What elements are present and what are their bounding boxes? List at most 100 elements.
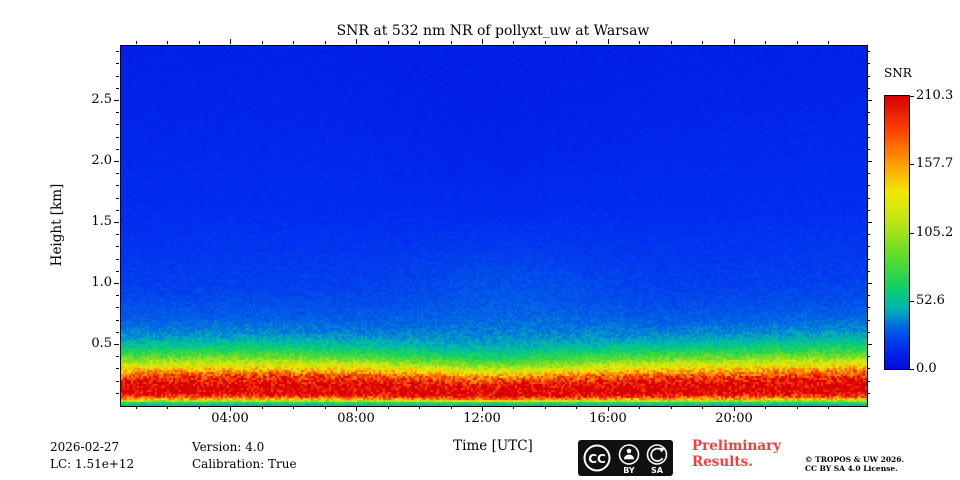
x-minor-tick-mark-top: [136, 41, 137, 44]
y-tick-label: 1.5: [91, 214, 112, 229]
y-minor-tick-mark: [116, 271, 119, 272]
footer-date: 2026-02-27: [50, 440, 120, 454]
y-minor-tick-mark-right: [867, 307, 870, 308]
y-tick-label: 2.5: [91, 92, 112, 107]
y-tick-mark: [114, 222, 119, 223]
x-minor-tick-mark-top: [293, 41, 294, 44]
y-axis-label: Height [km]: [49, 183, 65, 267]
sa-share-alike-icon: [646, 444, 668, 465]
y-minor-tick-mark: [116, 356, 119, 357]
x-minor-tick-mark-top: [451, 41, 452, 44]
x-minor-tick-mark-top: [167, 41, 168, 44]
colorbar-gradient: [884, 95, 910, 370]
copyright-note: © TROPOS & UW 2026. CC BY SA 4.0 License…: [805, 455, 904, 473]
y-minor-tick-mark-right: [867, 320, 870, 321]
y-tick-mark: [114, 100, 119, 101]
x-tick-mark: [356, 406, 357, 411]
x-minor-tick-mark-top: [671, 41, 672, 44]
y-minor-tick-mark-right: [867, 76, 870, 77]
x-tick-mark-top: [356, 39, 357, 44]
footer-version: Version: 4.0: [192, 440, 265, 454]
y-tick-mark: [114, 283, 119, 284]
y-minor-tick-mark: [116, 368, 119, 369]
x-axis-label: Time [UTC]: [453, 438, 533, 454]
footer-lidar-constant: LC: 1.51e+12: [50, 457, 135, 471]
y-minor-tick-mark-right: [867, 149, 870, 150]
x-tick-label: 12:00: [463, 411, 501, 426]
x-minor-tick-mark-top: [545, 41, 546, 44]
cc-icon-label: CC: [588, 452, 606, 466]
x-tick-label: 16:00: [589, 411, 627, 426]
x-tick-label: 08:00: [337, 411, 375, 426]
colorbar-tick-mark: [910, 96, 914, 97]
preliminary-line1: Preliminary: [692, 438, 782, 454]
x-minor-tick-mark-top: [388, 41, 389, 44]
colorbar-tick-label: 210.3: [916, 88, 954, 103]
copyright-line2: CC BY SA 4.0 License.: [805, 464, 898, 473]
x-minor-tick-mark: [388, 406, 389, 409]
y-minor-tick-mark: [116, 124, 119, 125]
sa-arrow-icon: [650, 447, 664, 462]
x-minor-tick-mark: [797, 406, 798, 409]
y-minor-tick-mark-right: [867, 185, 870, 186]
x-minor-tick-mark-top: [262, 41, 263, 44]
colorbar-label: SNR: [884, 66, 912, 80]
y-minor-tick-mark-right: [867, 368, 870, 369]
y-minor-tick-mark: [116, 112, 119, 113]
x-minor-tick-mark: [545, 406, 546, 409]
x-tick-label: 04:00: [211, 411, 249, 426]
colorbar-tick-label: 105.2: [916, 225, 954, 240]
x-minor-tick-mark: [671, 406, 672, 409]
x-minor-tick-mark: [325, 406, 326, 409]
footer-calibration: Calibration: True: [192, 457, 297, 471]
y-minor-tick-mark: [116, 51, 119, 52]
x-minor-tick-mark-top: [325, 41, 326, 44]
y-minor-tick-mark-right: [867, 356, 870, 357]
by-person-body-icon: [623, 454, 635, 460]
x-minor-tick-mark-top: [639, 41, 640, 44]
x-minor-tick-mark: [419, 406, 420, 409]
colorbar-tick-mark: [910, 369, 914, 370]
x-minor-tick-mark: [136, 406, 137, 409]
x-minor-tick-mark: [199, 406, 200, 409]
sa-label: SA: [651, 466, 664, 475]
x-minor-tick-mark-top: [702, 41, 703, 44]
colorbar-tick-mark: [910, 164, 914, 165]
x-minor-tick-mark-top: [419, 41, 420, 44]
y-minor-tick-mark-right: [867, 173, 870, 174]
y-minor-tick-mark: [116, 307, 119, 308]
copyright-line1: © TROPOS & UW 2026.: [805, 455, 905, 464]
y-minor-tick-mark: [116, 137, 119, 138]
y-minor-tick-mark-right: [867, 271, 870, 272]
y-minor-tick-mark-right: [867, 198, 870, 199]
plot-title: SNR at 532 nm NR of pollyxt_uw at Warsaw: [336, 23, 650, 39]
x-minor-tick-mark: [451, 406, 452, 409]
x-minor-tick-mark: [167, 406, 168, 409]
y-minor-tick-mark: [116, 88, 119, 89]
x-tick-mark: [482, 406, 483, 411]
y-minor-tick-mark: [116, 246, 119, 247]
x-tick-mark-top: [230, 39, 231, 44]
y-minor-tick-mark: [116, 332, 119, 333]
y-tick-mark-right: [867, 344, 872, 345]
x-minor-tick-mark-top: [576, 41, 577, 44]
y-minor-tick-mark-right: [867, 332, 870, 333]
y-tick-mark: [114, 161, 119, 162]
y-minor-tick-mark-right: [867, 393, 870, 394]
x-tick-mark-top: [482, 39, 483, 44]
x-minor-tick-mark: [639, 406, 640, 409]
y-tick-label: 1.0: [91, 275, 112, 290]
y-minor-tick-mark: [116, 198, 119, 199]
y-minor-tick-mark: [116, 185, 119, 186]
y-minor-tick-mark-right: [867, 381, 870, 382]
y-tick-mark-right: [867, 222, 872, 223]
x-minor-tick-mark-top: [797, 41, 798, 44]
y-minor-tick-mark: [116, 76, 119, 77]
colorbar-tick-mark: [910, 301, 914, 302]
y-tick-mark: [114, 344, 119, 345]
y-minor-tick-mark-right: [867, 246, 870, 247]
y-minor-tick-mark-right: [867, 137, 870, 138]
x-minor-tick-mark: [702, 406, 703, 409]
x-minor-tick-mark-top: [199, 41, 200, 44]
